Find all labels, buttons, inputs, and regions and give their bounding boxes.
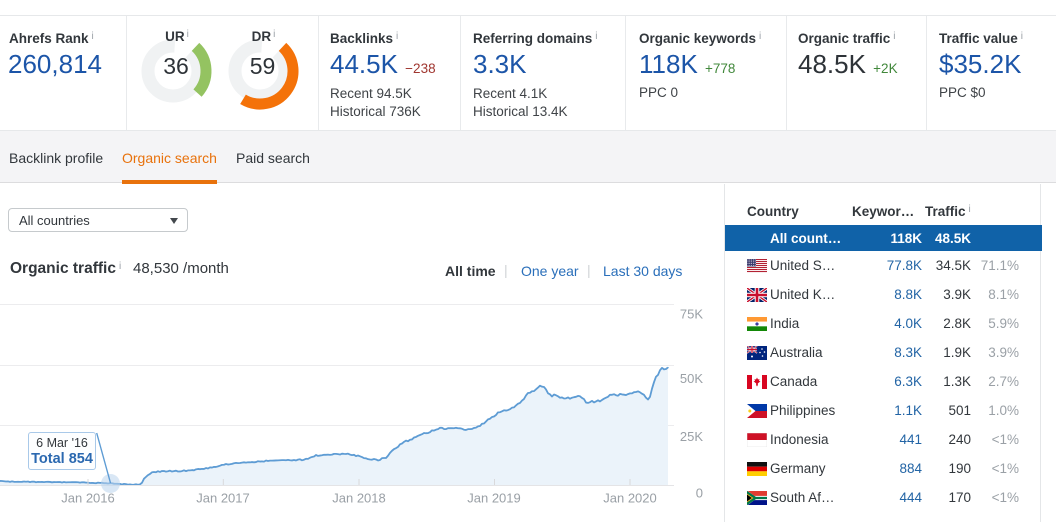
svg-text:Jan 2018: Jan 2018 (332, 491, 386, 506)
svg-text:Jan 2016: Jan 2016 (61, 491, 115, 506)
svg-text:25K: 25K (680, 429, 703, 444)
svg-text:0: 0 (696, 486, 703, 501)
svg-text:Jan 2019: Jan 2019 (467, 491, 521, 506)
svg-text:Jan 2020: Jan 2020 (603, 491, 657, 506)
svg-text:Jan 2017: Jan 2017 (196, 491, 250, 506)
svg-text:50K: 50K (680, 371, 703, 386)
svg-text:75K: 75K (680, 307, 703, 322)
